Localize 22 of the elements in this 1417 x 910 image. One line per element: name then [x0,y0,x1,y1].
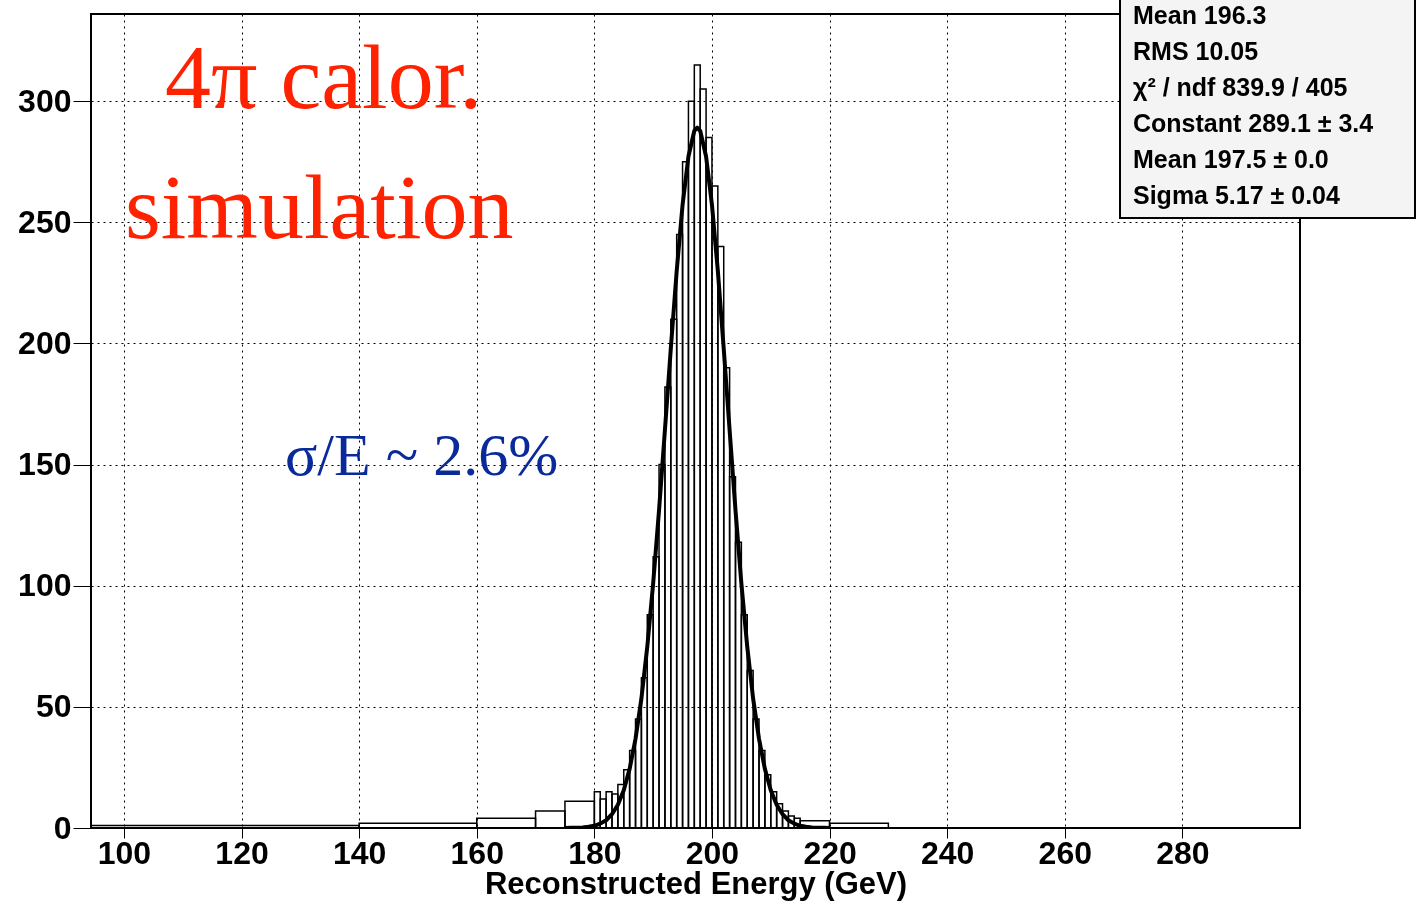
y-tick-label: 250 [18,203,72,240]
x-tick-label: 240 [920,834,975,871]
annotation: Sigma 5.17 ± 0.04 [1133,181,1340,209]
annotation: Constant 289.1 ± 3.4 [1133,109,1374,137]
annotation: Mean 197.5 ± 0.0 [1133,145,1329,173]
annotation: 4π calor. [165,26,483,128]
y-tick-label: 150 [18,446,72,483]
x-tick-label: 140 [332,834,387,871]
y-tick-label: 200 [18,324,72,361]
annotation: simulation [125,156,514,258]
annotation: RMS 10.05 [1133,37,1259,65]
x-tick-label: 280 [1156,834,1210,871]
x-tick-label: 100 [97,834,152,871]
x-tick-label: 260 [1038,834,1092,871]
x-tick-label: 120 [215,834,269,871]
annotation: σ/E ~ 2.6% [285,422,559,488]
y-tick-label: 100 [18,567,72,604]
annotation: χ² / ndf 839.9 / 405 [1133,73,1348,101]
y-tick-label: 0 [53,809,72,846]
annotation: Mean 196.3 [1133,1,1267,29]
y-tick-label: 50 [35,688,72,725]
y-tick-label: 300 [18,82,72,119]
